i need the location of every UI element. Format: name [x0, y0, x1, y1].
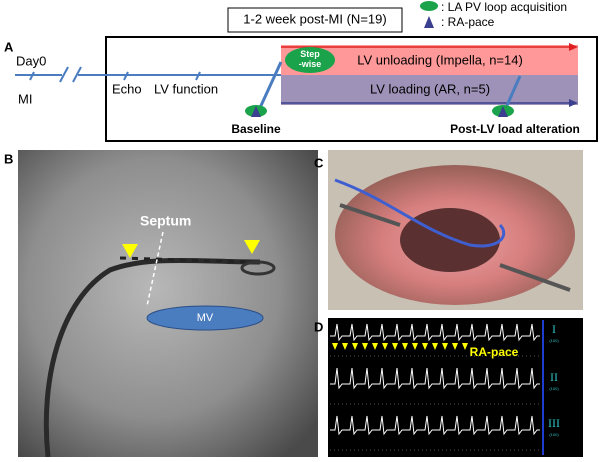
tick: [29, 71, 35, 81]
panel-label: D: [314, 319, 323, 334]
pace-arrow: [362, 343, 368, 350]
pace-arrow: [462, 343, 468, 350]
mi: MI: [18, 91, 32, 106]
branch: [503, 75, 522, 111]
pace-arrow: [342, 343, 348, 350]
post: Post-LV load alteration: [450, 122, 580, 136]
septum-line: [146, 231, 164, 307]
pace-marker: [498, 106, 508, 117]
mv-shape: [146, 305, 264, 331]
lead-scale: (100): [549, 386, 559, 391]
pace-arrow: [452, 343, 458, 350]
septum: Septum: [140, 213, 191, 229]
panel-label: B: [4, 151, 13, 166]
legend-text: : LA PV loop acquisition: [441, 0, 567, 14]
tick: [123, 71, 129, 81]
opening: [400, 208, 500, 272]
forceps: [339, 203, 401, 227]
pace-arrow: [412, 343, 418, 350]
pace-arrow: [352, 343, 358, 350]
echo: Echo: [112, 81, 142, 96]
baseline: Baseline: [231, 122, 281, 136]
pace-arrow: [442, 343, 448, 350]
arrowhead: [569, 43, 578, 51]
period-frame: [105, 36, 598, 142]
lead-name: II: [550, 370, 558, 384]
lead-scale: (100): [549, 338, 559, 343]
pace-arrow: [332, 343, 338, 350]
arrowhead-marker: [122, 244, 138, 258]
lv-function: LV function: [154, 81, 218, 96]
ecg-screen: [328, 318, 583, 457]
ecg-trace: [330, 367, 540, 390]
loading: LV loading (AR, n=5): [370, 81, 490, 96]
pace-arrow: [392, 343, 398, 350]
catheter-loop: [240, 260, 276, 276]
period: 1-2 week post-MI (N=19): [243, 11, 386, 26]
step-wise-ellipse: [285, 47, 335, 73]
ecg-trace: [330, 415, 540, 436]
period-box: [227, 7, 403, 33]
panel-label: A: [4, 39, 14, 54]
break: [59, 66, 69, 83]
pace-arrow: [432, 343, 438, 350]
pace-arrow: [382, 343, 388, 350]
panel-label: C: [314, 155, 324, 170]
ecg-trace: [330, 323, 540, 342]
lead-scale: (100): [549, 432, 559, 437]
lead-name: I: [552, 322, 556, 336]
ra-pace: RA-pace: [470, 345, 519, 359]
forceps: [499, 263, 571, 292]
loading-bar: [281, 75, 578, 105]
break: [72, 66, 82, 83]
legend-text: : RA-pace: [441, 15, 495, 29]
pace-arrow: [422, 343, 428, 350]
tick: [195, 71, 201, 81]
legend-ellipse: [420, 1, 438, 11]
xray-image: [18, 150, 318, 457]
branch: [257, 61, 283, 111]
catheter: [43, 257, 261, 458]
pace-arrow: [402, 343, 408, 350]
arrowhead-marker: [244, 240, 260, 254]
pace-marker: [251, 106, 261, 117]
day0: Day0: [16, 53, 46, 68]
lead-name: III: [548, 416, 560, 430]
catheter: [334, 178, 506, 248]
step-wise: Step -wise: [299, 49, 322, 69]
pace-arrow: [372, 343, 378, 350]
catheter-electrodes: [119, 256, 251, 264]
arrowhead: [569, 99, 578, 107]
unloading: LV unloading (Impella, n=14): [357, 52, 523, 67]
mv: MV: [197, 312, 214, 324]
legend-triangle: [424, 16, 434, 28]
